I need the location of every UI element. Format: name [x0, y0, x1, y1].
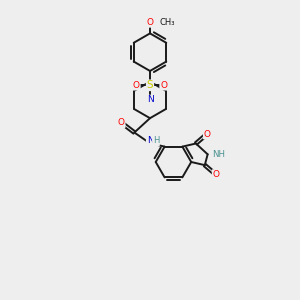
- Text: O: O: [212, 170, 220, 179]
- Text: O: O: [118, 118, 125, 127]
- Text: O: O: [160, 81, 167, 90]
- Text: O: O: [204, 130, 211, 139]
- Text: O: O: [146, 18, 154, 27]
- Text: O: O: [133, 81, 140, 90]
- Text: CH₃: CH₃: [160, 18, 176, 27]
- Text: NH: NH: [212, 150, 225, 159]
- Text: N: N: [147, 95, 153, 104]
- Text: N: N: [147, 136, 153, 145]
- Text: H: H: [153, 136, 159, 146]
- Text: S: S: [147, 80, 153, 90]
